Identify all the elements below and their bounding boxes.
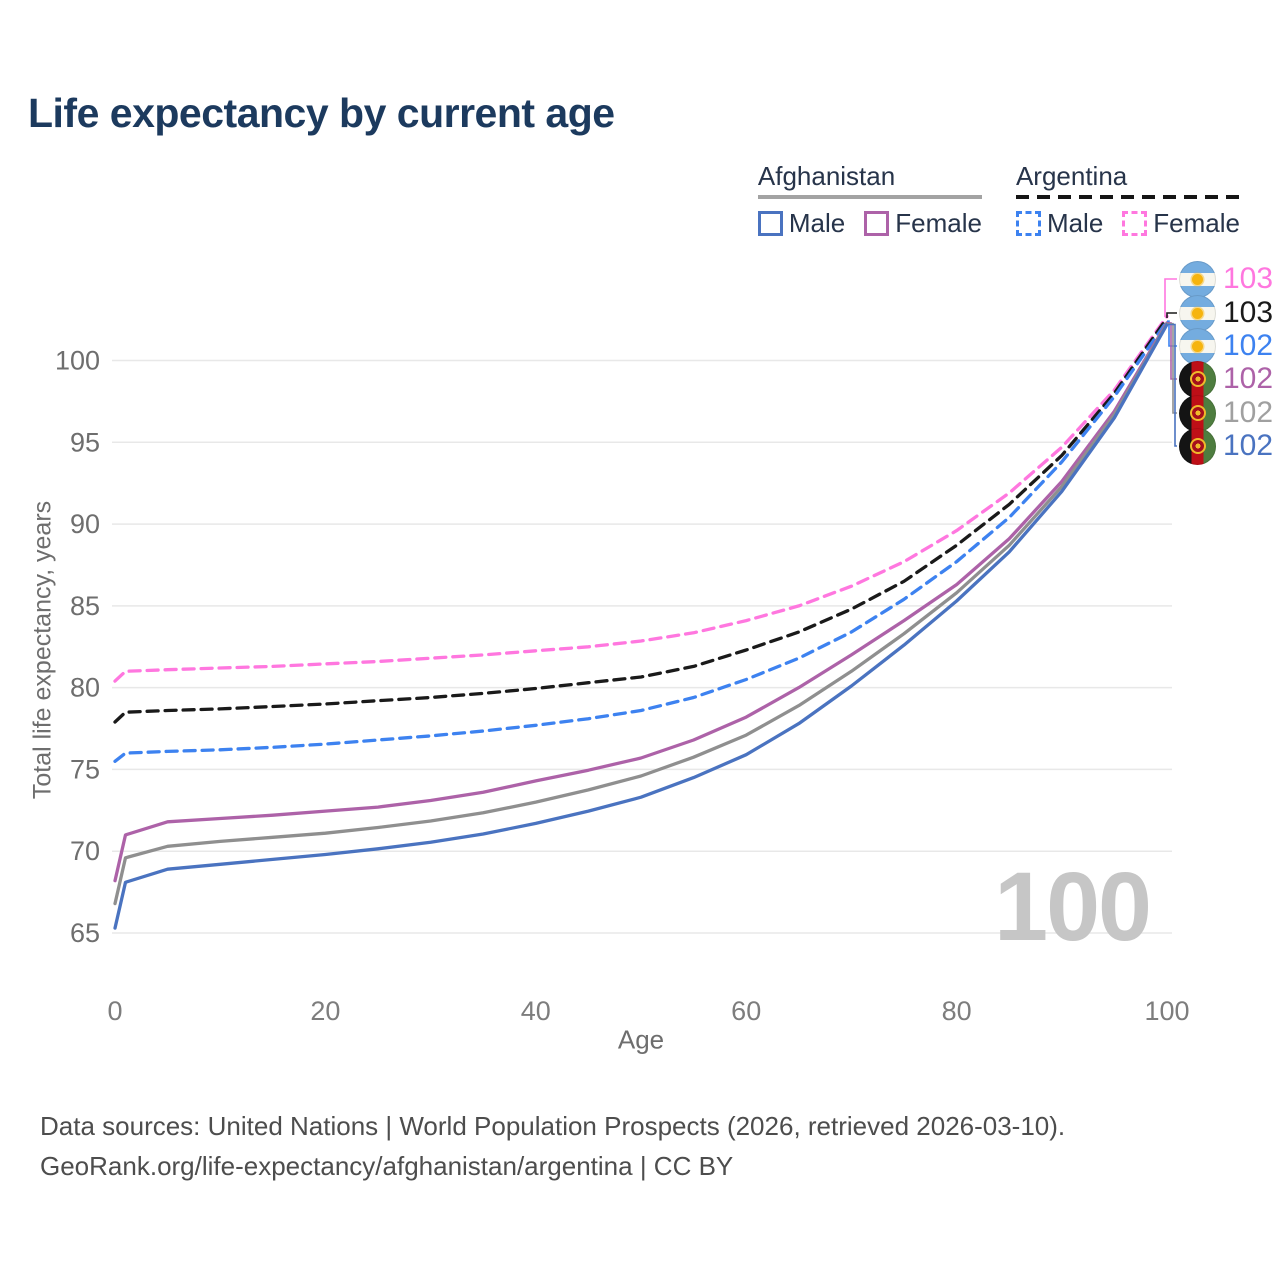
x-tick-label: 20 <box>310 996 340 1026</box>
checkbox-icon[interactable] <box>1122 210 1148 236</box>
x-tick-label: 60 <box>731 996 761 1026</box>
legend-group-title-argentina: Argentina <box>1015 161 1128 191</box>
footer-attribution-line: GeoRank.org/life-expectancy/afghanistan/… <box>40 1151 734 1181</box>
legend-item-argentina-female[interactable]: Female <box>1122 210 1240 236</box>
y-tick-label: 70 <box>70 836 100 866</box>
y-tick-label: 85 <box>70 591 100 621</box>
afghanistan-line-style-swatch <box>757 195 982 199</box>
y-tick-label: 100 <box>55 346 100 376</box>
series-line-afghanistan-all <box>113 322 1169 906</box>
end-label-leader-line <box>1167 322 1177 380</box>
checkbox-icon[interactable] <box>864 210 890 236</box>
legend: Afghanistan Male Female Argentina Male <box>757 161 1240 238</box>
x-tick-label: 40 <box>521 996 551 1026</box>
footer-source-line: Data sources: United Nations | World Pop… <box>40 1111 1066 1141</box>
age-watermark: 100 <box>994 852 1152 961</box>
legend-item-afghanistan-male[interactable]: Male <box>757 208 846 238</box>
y-tick-label: 95 <box>70 427 100 457</box>
series-line-afghanistan-male <box>113 322 1169 930</box>
checkbox-icon[interactable] <box>1015 210 1041 236</box>
legend-item-label: Female <box>895 208 982 238</box>
y-tick-label: 80 <box>70 673 100 703</box>
series-line-argentina-female <box>113 314 1169 683</box>
legend-item-argentina-male[interactable]: Male <box>1015 208 1104 238</box>
legend-group-argentina: Argentina Male Female <box>1015 161 1240 238</box>
x-axis-title: Age <box>617 1024 665 1055</box>
x-tick-label: 80 <box>942 996 972 1026</box>
y-tick-label: 75 <box>70 754 100 784</box>
legend-group-title-afghanistan: Afghanistan <box>757 161 896 191</box>
page-title: Life expectancy by current age <box>28 90 615 136</box>
end-label-leader-line <box>1167 323 1177 447</box>
x-tick-label: 100 <box>1144 996 1189 1026</box>
legend-item-afghanistan-female[interactable]: Female <box>864 210 982 236</box>
legend-item-label: Male <box>788 208 846 238</box>
y-tick-label: 90 <box>70 509 100 539</box>
series-line-afghanistan-female <box>113 321 1169 883</box>
legend-item-label: Male <box>1046 208 1104 238</box>
argentina-line-style-swatch <box>1015 195 1240 199</box>
y-axis-title: Total life expectancy, years <box>28 500 57 800</box>
checkbox-icon[interactable] <box>757 210 783 236</box>
footer: Data sources: United Nations | World Pop… <box>40 1106 1065 1186</box>
series-line-argentina-all <box>113 316 1169 724</box>
legend-item-label: Female <box>1153 208 1240 238</box>
end-label-leader-line <box>1164 278 1177 318</box>
legend-group-afghanistan: Afghanistan Male Female <box>757 161 982 238</box>
series-line-argentina-male <box>113 319 1169 763</box>
y-tick-label: 65 <box>70 918 100 948</box>
x-tick-label: 0 <box>107 996 122 1026</box>
end-label-leader-line <box>1166 312 1177 318</box>
